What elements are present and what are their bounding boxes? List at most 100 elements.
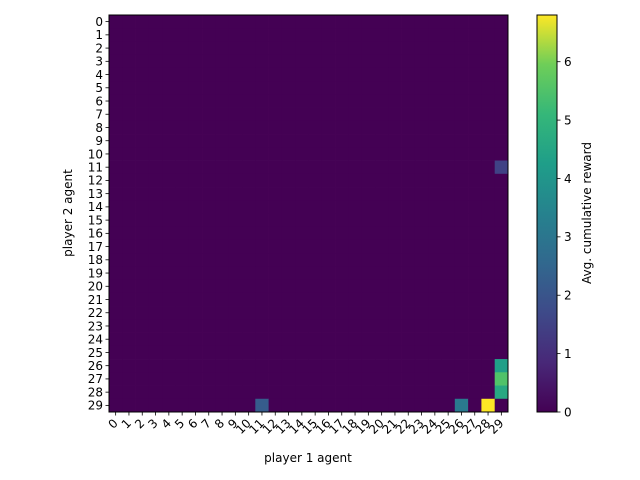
heatmap-cell [135,385,150,400]
heatmap-cell [188,147,203,161]
heatmap-cell [308,292,323,307]
heatmap-cell [295,107,309,122]
heatmap-cell [148,187,163,201]
heatmap-cell [441,28,456,42]
heatmap-cell [242,385,256,400]
heatmap-cell [401,200,416,214]
heatmap-cell [175,398,190,413]
heatmap-cell [148,94,163,108]
heatmap-cell [295,359,309,373]
heatmap-cell [348,266,363,281]
heatmap-cell [295,67,309,82]
heatmap-cell [468,15,482,29]
heatmap-cell [281,398,296,413]
heatmap-cell [202,359,216,373]
heatmap-cell [109,306,123,320]
heatmap-cell [109,187,123,201]
heatmap-cell [348,279,363,294]
heatmap-cells [109,15,509,413]
heatmap-cell [308,94,323,108]
heatmap-cell [414,41,429,56]
colorbar-tick-label: 4 [564,172,572,186]
heatmap-cell [228,134,243,148]
heatmap-cell [202,67,216,82]
heatmap-cell [268,147,283,161]
heatmap-cell [122,292,136,307]
heatmap-cell [361,345,376,360]
heatmap-cell [375,173,389,188]
heatmap-cell [202,385,216,400]
heatmap-cell [401,292,416,307]
heatmap-cell [162,292,176,307]
heatmap-cell [428,345,442,360]
heatmap-cell [481,15,496,29]
heatmap-cell [375,147,389,161]
heatmap-cell [242,292,256,307]
heatmap-cell [481,41,496,56]
heatmap-cell [441,332,456,347]
heatmap-cell [454,187,469,201]
heatmap-cell [348,187,363,201]
heatmap-cell [228,372,243,386]
heatmap-cell [215,239,230,254]
heatmap-cell [494,147,509,161]
heatmap-cell [494,94,509,108]
heatmap-cell [335,15,349,29]
heatmap-cell [454,120,469,135]
y-tick-label: 25 [88,346,103,360]
heatmap-cell [255,67,269,82]
heatmap-cell [175,54,190,69]
heatmap-cell [388,120,402,135]
heatmap-cell [375,120,389,135]
heatmap-cell [228,81,243,95]
heatmap-cell [401,107,416,122]
heatmap-cell [494,279,509,294]
y-tick-label: 26 [88,359,103,373]
heatmap-cell [281,239,296,254]
heatmap-cell [321,120,336,135]
heatmap-cell [268,160,283,175]
heatmap-cell [242,81,256,95]
heatmap-cell [321,81,336,95]
heatmap-cell [215,81,230,95]
heatmap-cell [335,266,349,281]
heatmap-cell [348,120,363,135]
heatmap-cell [202,345,216,360]
heatmap-cell [188,200,203,214]
heatmap-cell [202,107,216,122]
heatmap-cell [321,385,336,400]
heatmap-cell [109,173,123,188]
heatmap-cell [202,15,216,29]
heatmap-cell [414,253,429,267]
heatmap-cell [135,253,150,267]
heatmap-cell [242,332,256,347]
heatmap-cell [401,279,416,294]
heatmap-cell [388,81,402,95]
heatmap-cell [401,398,416,413]
plot-frame [108,14,509,413]
heatmap-cell [468,213,482,228]
heatmap-cell [428,319,442,333]
heatmap-cell [401,67,416,82]
heatmap-cell [122,160,136,175]
heatmap-cell [335,319,349,333]
heatmap-cell [109,200,123,214]
heatmap-cell [228,306,243,320]
heatmap-cell [135,94,150,108]
heatmap-cell [202,94,216,108]
heatmap-cell [135,173,150,188]
heatmap-cell [375,226,389,241]
heatmap-cell [148,28,163,42]
heatmap-cell [109,54,123,69]
heatmap-cell [228,213,243,228]
heatmap-cell [348,81,363,95]
heatmap-cell [162,385,176,400]
heatmap-cell [148,160,163,175]
heatmap-cell [295,187,309,201]
heatmap-cell [268,279,283,294]
y-tick-label: 9 [95,134,103,148]
heatmap-cell [162,173,176,188]
heatmap-cell [361,319,376,333]
heatmap-cell [148,345,163,360]
heatmap-cell [388,345,402,360]
